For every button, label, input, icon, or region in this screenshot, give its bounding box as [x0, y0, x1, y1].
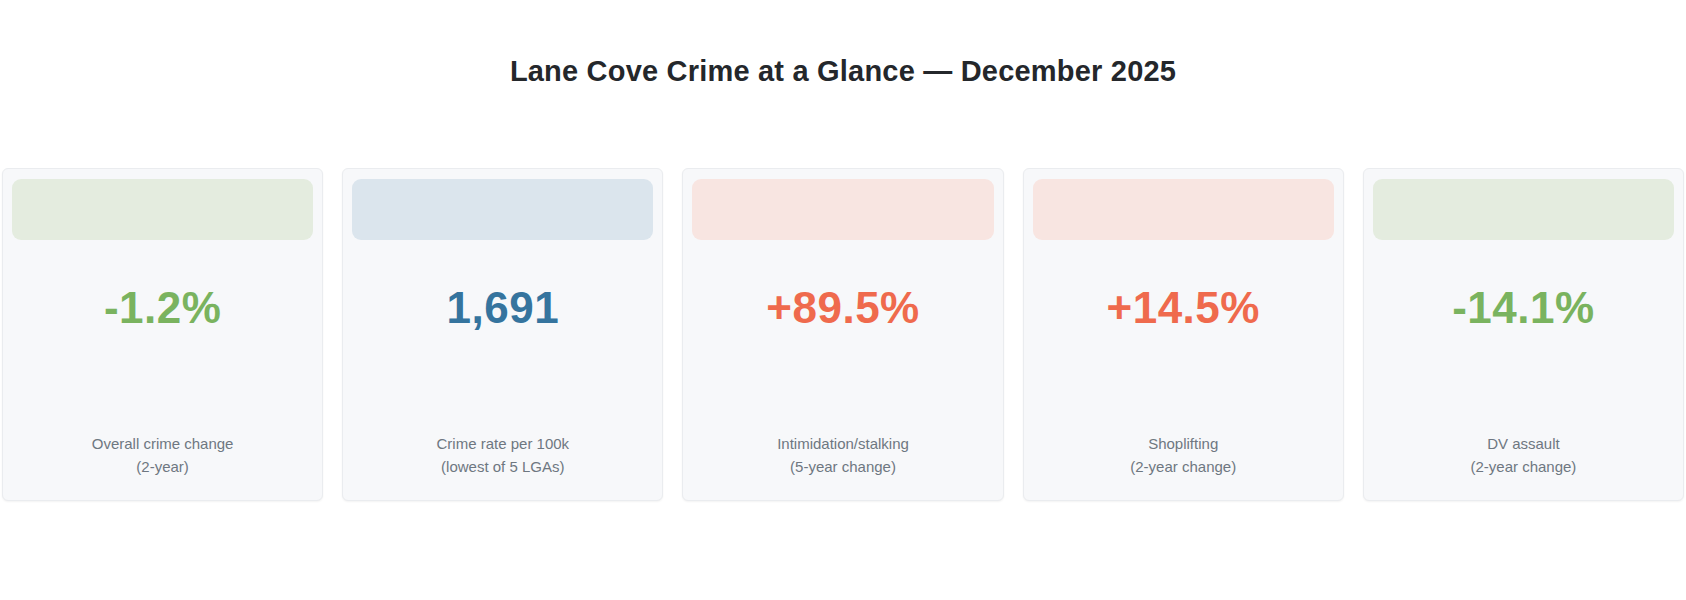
kpi-cards-row: -1.2% Overall crime change (2-year) 1,69…	[0, 168, 1686, 501]
kpi-accent-band	[1033, 179, 1334, 240]
kpi-card-intimidation-stalking: +89.5% Intimidation/stalking (5-year cha…	[682, 168, 1003, 501]
kpi-label: Shoplifting (2-year change)	[1130, 432, 1236, 478]
kpi-dashboard: Lane Cove Crime at a Glance — December 2…	[0, 0, 1686, 600]
kpi-label-line1: Shoplifting	[1130, 432, 1236, 455]
kpi-card-crime-rate: 1,691 Crime rate per 100k (lowest of 5 L…	[342, 168, 663, 501]
kpi-label-line2: (lowest of 5 LGAs)	[437, 455, 570, 478]
kpi-accent-band	[12, 179, 313, 240]
page-title: Lane Cove Crime at a Glance — December 2…	[0, 0, 1686, 88]
kpi-label-line2: (5-year change)	[777, 455, 909, 478]
kpi-label-line2: (2-year change)	[1470, 455, 1576, 478]
kpi-label-line1: DV assault	[1470, 432, 1576, 455]
kpi-card-dv-assault: -14.1% DV assault (2-year change)	[1363, 168, 1684, 501]
kpi-accent-band	[352, 179, 653, 240]
kpi-accent-band	[692, 179, 993, 240]
kpi-value: 1,691	[447, 282, 560, 335]
kpi-label-line1: Intimidation/stalking	[777, 432, 909, 455]
kpi-label: DV assault (2-year change)	[1470, 432, 1576, 478]
kpi-label-line2: (2-year change)	[1130, 455, 1236, 478]
kpi-card-shoplifting: +14.5% Shoplifting (2-year change)	[1023, 168, 1344, 501]
kpi-value: -14.1%	[1452, 282, 1594, 335]
kpi-label-line1: Crime rate per 100k	[437, 432, 570, 455]
kpi-label: Intimidation/stalking (5-year change)	[777, 432, 909, 478]
kpi-label-line1: Overall crime change	[92, 432, 234, 455]
kpi-accent-band	[1373, 179, 1674, 240]
kpi-card-overall-crime: -1.2% Overall crime change (2-year)	[2, 168, 323, 501]
kpi-label: Overall crime change (2-year)	[92, 432, 234, 478]
kpi-value: +89.5%	[766, 282, 919, 335]
kpi-label: Crime rate per 100k (lowest of 5 LGAs)	[437, 432, 570, 478]
kpi-value: +14.5%	[1106, 282, 1259, 335]
kpi-label-line2: (2-year)	[92, 455, 234, 478]
kpi-value: -1.2%	[104, 282, 221, 335]
